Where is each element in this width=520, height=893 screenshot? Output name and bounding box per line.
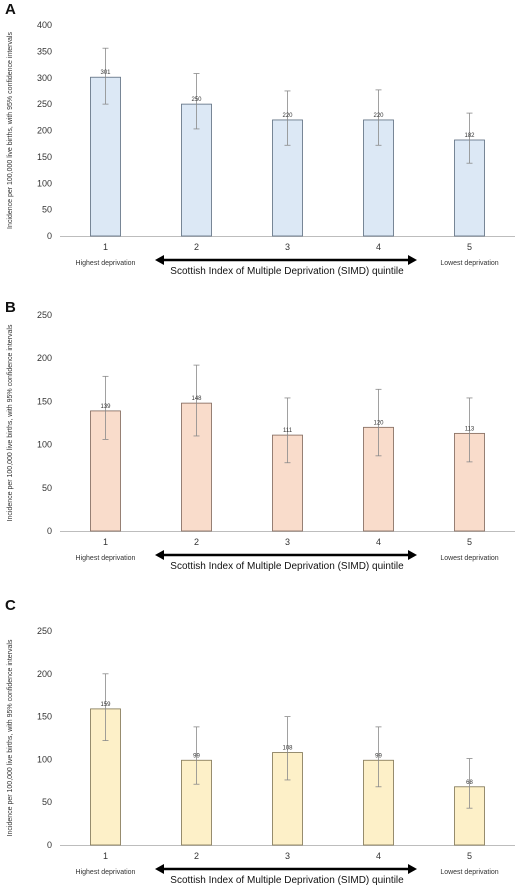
y-tick-label: 150 bbox=[37, 712, 52, 722]
arrow-head-left bbox=[155, 864, 164, 874]
y-tick-label: 250 bbox=[37, 626, 52, 636]
y-tick-label: 150 bbox=[37, 152, 52, 162]
arrow-head-right bbox=[408, 550, 417, 560]
y-tick-label: 350 bbox=[37, 46, 52, 56]
y-tick-label: 100 bbox=[37, 754, 52, 764]
lowest-deprivation-label: Lowest deprivation bbox=[440, 869, 498, 876]
y-tick-label: 200 bbox=[37, 126, 52, 136]
bar-value-label: 108 bbox=[282, 746, 293, 752]
arrow-head-left bbox=[155, 550, 164, 560]
x-tick-label: 5 bbox=[467, 537, 472, 547]
arrow-head-right bbox=[408, 255, 417, 265]
chart-svg: A 0 50 100 150 200 250 300 350 400 Incidence per 1… bbox=[5, 1, 515, 277]
bar-value-label: 220 bbox=[282, 113, 293, 119]
bar-value-label: 68 bbox=[466, 780, 473, 786]
panel-label: B bbox=[5, 299, 16, 316]
x-tick-label: 2 bbox=[194, 537, 199, 547]
y-tick-label: 100 bbox=[37, 178, 52, 188]
y-tick-label: 50 bbox=[42, 205, 52, 215]
y-tick-label: 300 bbox=[37, 73, 52, 83]
chart-svg: B 0 50 100 150 200 250 Incidence per 100,000 li… bbox=[5, 299, 515, 572]
panel-label: C bbox=[5, 597, 16, 614]
chart-panel-a: A 0 50 100 150 200 250 300 350 400 Incidence per 1… bbox=[0, 0, 520, 300]
x-tick-label: 4 bbox=[376, 242, 381, 252]
x-tick-label: 1 bbox=[103, 851, 108, 861]
bar-value-label: 99 bbox=[375, 753, 382, 759]
y-tick-label: 200 bbox=[37, 353, 52, 363]
x-tick-label: 3 bbox=[285, 242, 290, 252]
y-axis-label: Incidence per 100,000 live births, with … bbox=[7, 639, 14, 836]
chart-panel-b: B 0 50 100 150 200 250 Incidence per 100,000 li… bbox=[0, 299, 520, 600]
y-tick-label: 400 bbox=[37, 20, 52, 30]
lowest-deprivation-label: Lowest deprivation bbox=[440, 555, 498, 562]
y-tick-label: 100 bbox=[37, 440, 52, 450]
y-axis-label: Incidence per 100,000 live births, with … bbox=[7, 324, 14, 521]
bar-value-label: 148 bbox=[191, 396, 202, 402]
y-tick-label: 50 bbox=[42, 797, 52, 807]
x-tick-label: 5 bbox=[467, 242, 472, 252]
y-tick-label: 200 bbox=[37, 669, 52, 679]
bar-value-label: 99 bbox=[193, 753, 200, 759]
bar-value-label: 159 bbox=[100, 702, 111, 708]
arrow-head-left bbox=[155, 255, 164, 265]
y-axis-label: Incidence per 100,000 live births, with … bbox=[7, 32, 14, 229]
bar-value-label: 250 bbox=[191, 97, 202, 103]
x-tick-label: 2 bbox=[194, 851, 199, 861]
bar-value-label: 301 bbox=[100, 70, 111, 76]
x-axis-label: Scottish Index of Multiple Deprivation (… bbox=[170, 875, 404, 886]
arrow-head-right bbox=[408, 864, 417, 874]
panel-label: A bbox=[5, 1, 16, 18]
x-tick-label: 4 bbox=[376, 537, 381, 547]
bar-value-label: 113 bbox=[465, 426, 475, 432]
bar-value-label: 182 bbox=[464, 133, 475, 139]
x-tick-label: 1 bbox=[103, 242, 108, 252]
y-tick-label: 0 bbox=[47, 231, 52, 241]
y-tick-label: 0 bbox=[47, 840, 52, 850]
highest-deprivation-label: Highest deprivation bbox=[76, 260, 136, 267]
y-tick-label: 0 bbox=[47, 526, 52, 536]
bar-value-label: 111 bbox=[283, 428, 293, 434]
chart-svg: C 0 50 100 150 200 250 Incidence per 100,000 li… bbox=[5, 597, 515, 886]
x-tick-label: 2 bbox=[194, 242, 199, 252]
x-tick-label: 4 bbox=[376, 851, 381, 861]
y-tick-label: 50 bbox=[42, 483, 52, 493]
x-axis-label: Scottish Index of Multiple Deprivation (… bbox=[170, 266, 404, 277]
highest-deprivation-label: Highest deprivation bbox=[76, 555, 136, 562]
x-tick-label: 3 bbox=[285, 537, 290, 547]
y-tick-label: 250 bbox=[37, 99, 52, 109]
y-tick-label: 250 bbox=[37, 310, 52, 320]
y-tick-label: 150 bbox=[37, 396, 52, 406]
x-axis-label: Scottish Index of Multiple Deprivation (… bbox=[170, 561, 404, 572]
bar-value-label: 220 bbox=[373, 113, 384, 119]
bar-value-label: 139 bbox=[100, 404, 111, 410]
x-tick-label: 1 bbox=[103, 537, 108, 547]
bar-value-label: 120 bbox=[373, 420, 384, 426]
x-tick-label: 3 bbox=[285, 851, 290, 861]
x-tick-label: 5 bbox=[467, 851, 472, 861]
chart-panel-c: C 0 50 100 150 200 250 Incidence per 100,000 li… bbox=[0, 597, 520, 893]
lowest-deprivation-label: Lowest deprivation bbox=[440, 260, 498, 267]
highest-deprivation-label: Highest deprivation bbox=[76, 869, 136, 876]
